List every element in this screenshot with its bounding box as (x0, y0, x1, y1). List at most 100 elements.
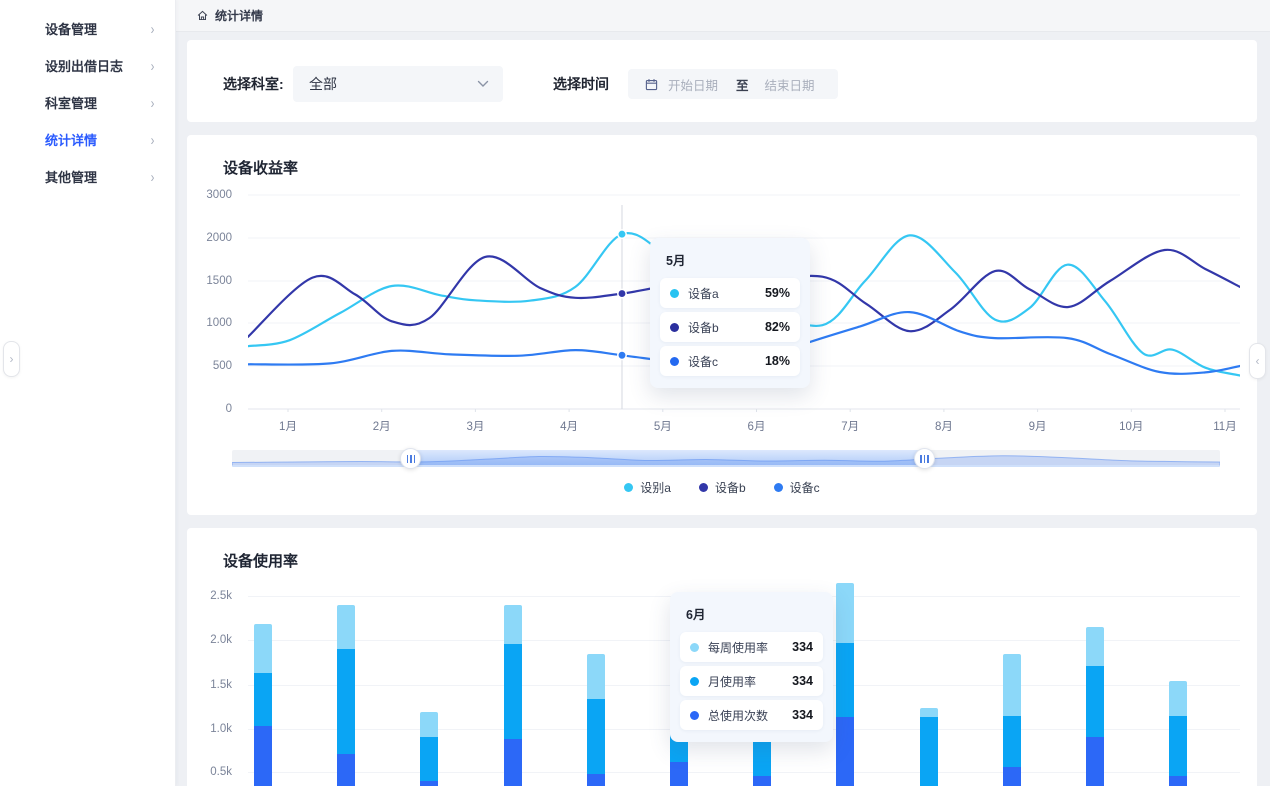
datazoom-handle-left[interactable] (400, 448, 422, 469)
y-axis-tick-label: 2000 (206, 232, 232, 244)
tooltip-month: 6月 (686, 608, 706, 622)
legend-label: 设备b (714, 481, 746, 495)
series-color-dot (690, 710, 699, 720)
legend-item-设别a[interactable]: 设别a (624, 479, 671, 496)
bar-segment (337, 604, 356, 649)
tooltip-row: 每周使用率 334 (680, 632, 823, 662)
date-range-picker[interactable]: 开始日期 至 结束日期 (628, 69, 838, 99)
revenue-chart-card: 设备收益率 3000 2000 1500 1000 500 0 1月 2月 3月 4月 5月 6月 7… (187, 135, 1257, 515)
bar-segment (337, 754, 356, 786)
chart-legend: 设别a 设备b 设备c (187, 479, 1257, 496)
sidebar-item-2[interactable]: 设别出借日志 › (0, 48, 175, 85)
stacked-bar-month-5[interactable] (586, 654, 605, 786)
bar-segment (1169, 681, 1188, 716)
chevron-right-icon: › (150, 58, 155, 75)
tooltip-row-label: 月使用率 (708, 674, 757, 689)
filter-card: 选择科室: 全部 选择时间 开始日期 至 结束日期 (187, 40, 1257, 122)
x-axis-tick-label: 1月 (279, 421, 297, 433)
datazoom-selected-window[interactable] (409, 450, 924, 466)
sidebar-item-3[interactable]: 科室管理 › (0, 85, 175, 122)
chevron-down-icon (477, 80, 489, 88)
bar-segment (1086, 736, 1104, 786)
bar-segment (420, 736, 439, 781)
date-separator: 至 (736, 78, 749, 93)
sidebar-item-1[interactable]: 设备管理 › (0, 11, 175, 48)
chevron-right-icon: › (150, 21, 155, 38)
bar-segment (503, 739, 522, 786)
tooltip-row-value: 334 (792, 640, 813, 654)
sidebar-item-label: 设备管理 (45, 22, 98, 37)
tooltip-row: 设备a 59% (660, 278, 800, 308)
usage-tooltip: 6月 每周使用率 334 月使用率 334 总使用次数 334 (670, 592, 833, 742)
chevron-right-icon: › (150, 95, 155, 112)
department-select-value: 全部 (309, 76, 337, 92)
stacked-bar-month-8[interactable] (836, 582, 855, 786)
series-color-dot (690, 676, 699, 686)
gridline (248, 772, 1240, 773)
legend-label: 设别a (640, 481, 671, 495)
sidebar-expand-toggle[interactable]: › (3, 341, 20, 377)
stacked-bar-month-12[interactable] (1169, 681, 1188, 786)
bar-segment (919, 707, 938, 717)
y-axis-tick-label: 2.0k (210, 634, 232, 646)
bar-segment (586, 773, 605, 786)
stacked-bar-month-2[interactable] (337, 604, 356, 786)
start-date-placeholder[interactable]: 开始日期 (668, 78, 719, 93)
revenue-chart-title: 设备收益率 (223, 160, 299, 177)
x-axis-tick-label: 7月 (841, 421, 860, 433)
legend-item-设备b[interactable]: 设备b (698, 479, 746, 496)
hover-dot-设备c (617, 350, 627, 361)
x-axis-tick-label: 2月 (372, 421, 391, 433)
tooltip-row: 总使用次数 334 (680, 700, 823, 730)
legend-item-设备c[interactable]: 设备c (773, 479, 820, 496)
bar-segment (337, 648, 356, 755)
sidebar-item-label: 其他管理 (45, 170, 98, 185)
legend-color-dot (624, 483, 634, 492)
chevron-left-icon: ‹ (1255, 354, 1260, 368)
datazoom-handle-right[interactable] (914, 448, 936, 469)
y-axis-tick-label: 1.0k (210, 723, 232, 735)
stacked-bar-month-9[interactable] (919, 707, 938, 786)
datazoom-slider[interactable] (232, 448, 1220, 469)
usage-chart-title: 设备使用率 (223, 553, 299, 570)
sidebar: 设备管理 › 设别出借日志 › 科室管理 › 统计详情 › 其他管理 › (0, 0, 176, 786)
bar-segment (1086, 626, 1104, 667)
tooltip-row-label: 每周使用率 (708, 640, 769, 655)
bar-segment (1002, 766, 1021, 786)
tooltip-month: 5月 (666, 254, 686, 268)
panel-collapse-toggle[interactable]: ‹ (1249, 343, 1266, 379)
stacked-bar-month-11[interactable] (1086, 626, 1104, 786)
end-date-placeholder[interactable]: 结束日期 (764, 78, 815, 93)
x-axis-tick-label: 10月 (1119, 421, 1144, 433)
y-axis-tick-label: 1500 (206, 275, 232, 287)
sidebar-item-4[interactable]: 统计详情 › (0, 122, 175, 159)
department-select[interactable]: 全部 (293, 66, 503, 102)
bar-segment (254, 672, 272, 727)
legend-color-dot (773, 483, 783, 492)
stacked-bar-month-10[interactable] (1002, 654, 1021, 786)
x-axis-tick-label: 3月 (466, 421, 485, 433)
stacked-bar-month-1[interactable] (254, 624, 272, 786)
tooltip-row-label: 设备a (688, 286, 719, 301)
tooltip-row: 设备c 18% (660, 346, 800, 376)
datazoom-preview-wave (232, 455, 1220, 466)
legend-color-dot (698, 483, 708, 492)
bar-segment (1169, 715, 1188, 777)
x-axis-tick-label: 8月 (934, 421, 953, 433)
sidebar-item-5[interactable]: 其他管理 › (0, 159, 175, 196)
x-axis-tick-label: 4月 (560, 421, 579, 433)
series-color-dot (690, 642, 699, 652)
y-axis-tick-label: 2.5k (210, 590, 232, 602)
bar-segment (1169, 776, 1188, 786)
bar-segment (503, 644, 522, 740)
stacked-bar-month-3[interactable] (420, 712, 439, 786)
bar-segment (254, 726, 272, 786)
y-axis-tick-label: 0 (225, 403, 232, 415)
x-axis-tick-label: 6月 (747, 421, 766, 433)
tooltip-row-value: 82% (764, 320, 790, 334)
x-axis-tick-label: 5月 (653, 421, 672, 433)
chevron-right-icon: › (9, 352, 14, 366)
tooltip-row: 设备b 82% (660, 312, 800, 342)
stacked-bar-month-4[interactable] (503, 604, 522, 786)
